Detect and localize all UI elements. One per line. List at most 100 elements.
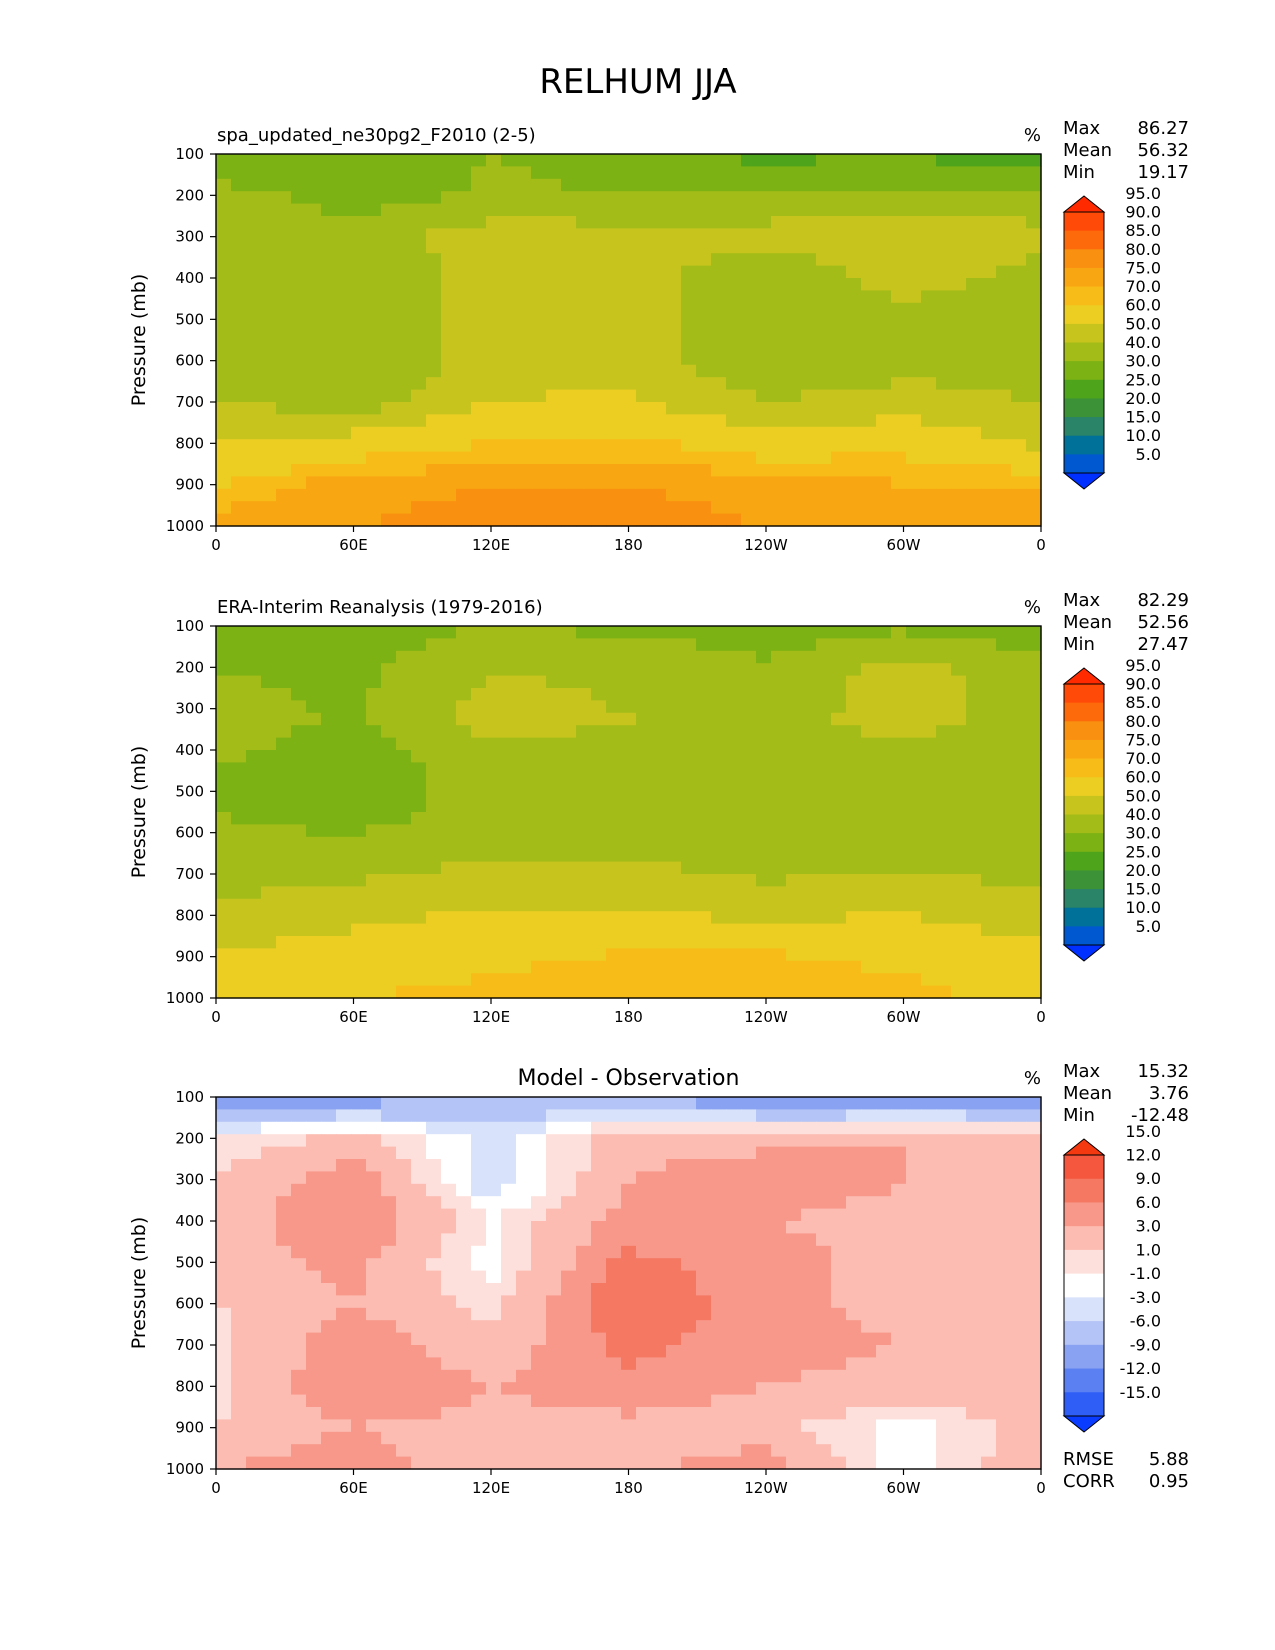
contour-cell bbox=[951, 1146, 967, 1160]
contour-cell bbox=[216, 1332, 232, 1346]
contour-cell bbox=[786, 327, 802, 341]
contour-cell bbox=[216, 513, 232, 527]
contour-cell bbox=[351, 774, 367, 788]
contour-cell bbox=[321, 836, 337, 850]
contour-cell bbox=[936, 985, 952, 999]
contour-cell bbox=[396, 1221, 412, 1234]
contour-cell bbox=[891, 1146, 907, 1160]
contour-cell bbox=[921, 1134, 937, 1148]
contour-cell bbox=[621, 1121, 637, 1135]
contour-cell bbox=[786, 1097, 802, 1110]
contour-cell bbox=[441, 675, 457, 689]
contour-cell bbox=[441, 874, 457, 887]
contour-cell bbox=[876, 340, 892, 353]
contour-cell bbox=[576, 464, 592, 477]
contour-cell bbox=[471, 688, 487, 701]
contour-cell bbox=[531, 488, 547, 502]
contour-cell bbox=[291, 936, 307, 949]
contour-cell bbox=[666, 1109, 682, 1123]
contour-cell bbox=[786, 712, 802, 726]
contour-cell bbox=[801, 265, 817, 279]
contour-cell bbox=[306, 923, 322, 937]
contour-cell bbox=[246, 228, 262, 242]
contour-cell bbox=[741, 265, 757, 279]
contour-cell bbox=[576, 663, 592, 677]
contour-cell bbox=[366, 302, 382, 316]
contour-cell bbox=[246, 1233, 262, 1247]
contour-cell bbox=[711, 191, 727, 205]
contour-cell bbox=[576, 166, 592, 180]
y-tick-label: 400 bbox=[175, 269, 204, 287]
contour-cell bbox=[411, 377, 427, 391]
contour-cell bbox=[996, 216, 1012, 229]
contour-cell bbox=[801, 228, 817, 242]
contour-cell bbox=[276, 1183, 292, 1197]
contour-cell bbox=[216, 626, 232, 639]
contour-cell bbox=[441, 1146, 457, 1160]
contour-cell bbox=[321, 1134, 337, 1148]
contour-cell bbox=[681, 861, 697, 875]
contour-cell bbox=[606, 340, 622, 353]
contour-cell bbox=[306, 228, 322, 242]
contour-cell bbox=[966, 712, 982, 726]
contour-cell bbox=[606, 488, 622, 502]
contour-cell bbox=[861, 1407, 877, 1420]
contour-cell bbox=[666, 1345, 682, 1358]
contour-cell bbox=[336, 774, 352, 788]
contour-cell bbox=[546, 228, 562, 242]
contour-cell bbox=[381, 377, 397, 391]
contour-cell bbox=[351, 216, 367, 229]
contour-cell bbox=[276, 650, 292, 664]
contour-cell bbox=[381, 340, 397, 353]
contour-cell bbox=[906, 1307, 922, 1321]
contour-cell bbox=[501, 812, 517, 825]
contour-cell bbox=[636, 700, 652, 714]
contour-cell bbox=[516, 675, 532, 689]
contour-cell bbox=[306, 191, 322, 205]
contour-cell bbox=[696, 675, 712, 689]
contour-cell bbox=[561, 861, 577, 875]
contour-cell bbox=[816, 1320, 832, 1334]
contour-cell bbox=[876, 1382, 892, 1396]
contour-cell bbox=[636, 948, 652, 962]
contour-cell bbox=[591, 1159, 607, 1172]
contour-cell bbox=[306, 1332, 322, 1346]
contour-cell bbox=[381, 737, 397, 751]
contour-cell bbox=[231, 253, 247, 267]
contour-cell bbox=[666, 402, 682, 415]
contour-cell bbox=[681, 787, 697, 801]
contour-cell bbox=[321, 787, 337, 801]
contour-cell bbox=[846, 476, 862, 490]
contour-cell bbox=[846, 426, 862, 440]
contour-cell bbox=[861, 166, 877, 180]
contour-cell bbox=[306, 725, 322, 739]
contour-cell bbox=[816, 1407, 832, 1420]
contour-cell bbox=[246, 725, 262, 739]
colorbar-band bbox=[1064, 795, 1104, 815]
contour-cell bbox=[261, 960, 277, 974]
contour-cell bbox=[936, 712, 952, 726]
contour-cell bbox=[216, 340, 232, 353]
contour-cell bbox=[501, 973, 517, 987]
contour-cell bbox=[906, 973, 922, 987]
contour-cell bbox=[366, 203, 382, 217]
contour-cell bbox=[306, 1307, 322, 1321]
contour-cell bbox=[681, 1121, 697, 1135]
contour-cell bbox=[411, 302, 427, 316]
contour-cell bbox=[591, 216, 607, 229]
contour-cell bbox=[351, 750, 367, 763]
contour-cell bbox=[441, 774, 457, 788]
contour-cell bbox=[426, 750, 442, 763]
contour-cell bbox=[861, 712, 877, 726]
contour-cell bbox=[801, 178, 817, 192]
contour-cell bbox=[1011, 1121, 1027, 1135]
contour-cell bbox=[936, 253, 952, 267]
contour-cell bbox=[216, 849, 232, 863]
contour-cell bbox=[276, 712, 292, 726]
contour-cell bbox=[231, 898, 247, 912]
x-tick-label: 180 bbox=[614, 1008, 643, 1026]
contour-cell bbox=[666, 973, 682, 987]
contour-cell bbox=[741, 451, 757, 465]
contour-cell bbox=[426, 253, 442, 267]
contour-cell bbox=[681, 650, 697, 664]
